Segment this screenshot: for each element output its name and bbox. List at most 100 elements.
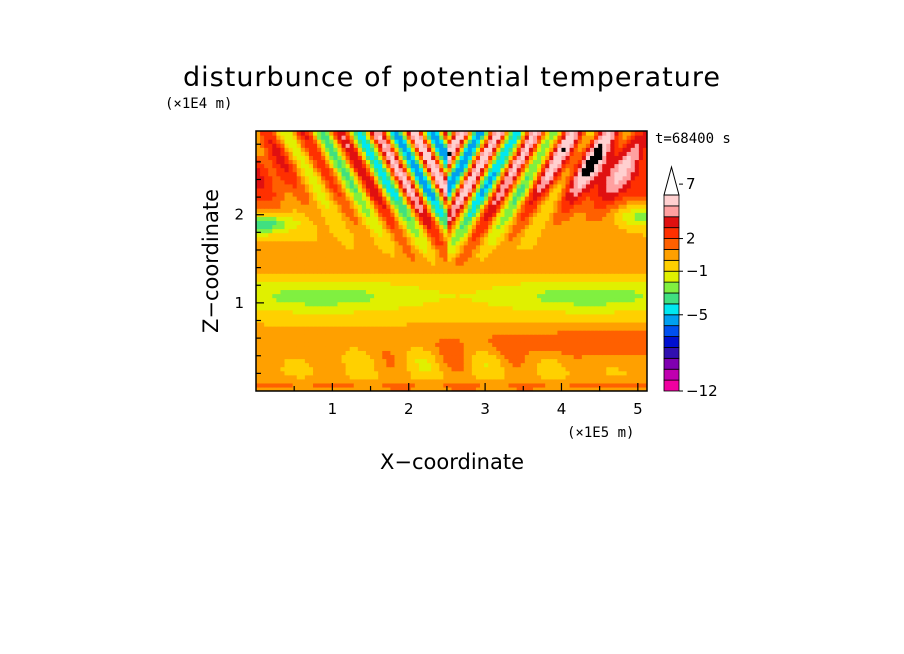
heatmap-cell: [549, 236, 554, 242]
heatmap-cell: [382, 338, 387, 343]
heatmap-cell: [524, 321, 530, 327]
heatmap-cell: [516, 386, 522, 391]
heatmap-cell: [443, 244, 449, 250]
heatmap-cell: [451, 208, 457, 213]
heatmap-cell: [435, 248, 440, 254]
heatmap-cell: [386, 228, 391, 234]
heatmap-cell: [313, 216, 318, 221]
heatmap-cell: [492, 293, 497, 299]
heatmap-cell: [606, 256, 611, 262]
heatmap-cell: [325, 261, 330, 266]
heatmap-cell: [606, 370, 611, 376]
heatmap-cell: [532, 232, 538, 238]
heatmap-cell: [459, 191, 465, 197]
heatmap-cell: [349, 183, 355, 189]
heatmap-cell: [549, 240, 554, 246]
heatmap-cell: [455, 269, 461, 274]
heatmap-cell: [622, 354, 628, 360]
heatmap-cell: [256, 338, 261, 343]
heatmap-cell: [365, 370, 371, 376]
heatmap-cell: [561, 362, 567, 368]
heatmap-cell: [304, 232, 310, 238]
heatmap-cell: [337, 196, 343, 201]
heatmap-cell: [386, 232, 391, 238]
heatmap-cell: [528, 378, 534, 384]
heatmap-cell: [268, 220, 273, 226]
heatmap-cell: [447, 350, 453, 356]
heatmap-cell: [308, 354, 314, 360]
heatmap-cell: [382, 236, 387, 242]
heatmap-cell: [602, 220, 607, 226]
heatmap-cell: [634, 183, 640, 189]
heatmap-cell: [357, 354, 363, 360]
heatmap-cell: [594, 338, 599, 343]
heatmap-cell: [512, 350, 518, 356]
heatmap-cell: [414, 236, 420, 242]
heatmap-cell: [471, 256, 477, 262]
heatmap-cell: [284, 321, 290, 327]
heatmap-cell: [292, 228, 298, 234]
heatmap-cell: [431, 273, 436, 278]
heatmap-cell: [321, 273, 326, 278]
heatmap-cell: [569, 374, 575, 380]
heatmap-cell: [557, 191, 563, 197]
heatmap-cell: [614, 382, 620, 388]
heatmap-cell: [329, 191, 334, 197]
heatmap-cell: [313, 261, 318, 266]
heatmap-cell: [618, 236, 624, 242]
heatmap-cell: [459, 358, 465, 364]
heatmap-cell: [561, 293, 567, 299]
heatmap-cell: [467, 236, 473, 242]
heatmap-cell: [549, 301, 554, 307]
heatmap-cell: [602, 293, 607, 299]
heatmap-cell: [374, 378, 379, 384]
heatmap-cell: [341, 187, 347, 193]
heatmap-cell: [508, 252, 514, 258]
heatmap-cell: [451, 354, 457, 360]
heatmap-cell: [467, 281, 473, 286]
heatmap-cell: [496, 281, 501, 286]
heatmap-cell: [553, 370, 558, 376]
heatmap-cell: [504, 204, 510, 209]
heatmap-cell: [622, 277, 628, 282]
heatmap-cell: [333, 252, 339, 258]
heatmap-cell: [370, 362, 375, 368]
heatmap-cell: [272, 321, 277, 327]
heatmap-cell: [471, 366, 477, 372]
heatmap-cell: [345, 317, 351, 323]
heatmap-cell: [443, 362, 449, 368]
heatmap-cell: [500, 212, 506, 217]
heatmap-cell: [589, 378, 595, 384]
heatmap-cell: [565, 350, 571, 356]
heatmap-cell: [365, 220, 371, 226]
heatmap-cell: [382, 248, 387, 254]
heatmap-cell: [418, 281, 424, 286]
heatmap-cell: [549, 277, 554, 282]
heatmap-cell: [594, 281, 599, 286]
heatmap-cell: [317, 273, 322, 278]
heatmap-cell: [475, 297, 481, 303]
heatmap-cell: [280, 244, 286, 250]
heatmap-cell: [577, 378, 583, 384]
heatmap-cell: [455, 244, 461, 250]
heatmap-cell: [321, 220, 326, 226]
heatmap-cell: [402, 204, 408, 209]
heatmap-cell: [394, 244, 400, 250]
heatmap-cell: [365, 293, 371, 299]
heatmap-cell: [333, 321, 339, 327]
heatmap-cell: [304, 374, 310, 380]
heatmap-cell: [541, 179, 546, 185]
heatmap-cell: [614, 354, 620, 360]
heatmap-cell: [630, 334, 636, 339]
heatmap-cell: [581, 200, 587, 205]
heatmap-cell: [431, 224, 436, 230]
heatmap-cell: [431, 297, 436, 303]
heatmap-cell: [634, 289, 640, 295]
heatmap-cell: [304, 269, 310, 274]
heatmap-cell: [581, 362, 587, 368]
heatmap-cell: [630, 224, 636, 230]
heatmap-cell: [410, 224, 416, 230]
heatmap-cell: [520, 204, 526, 209]
heatmap-cell: [602, 248, 607, 254]
heatmap-cell: [418, 248, 424, 254]
